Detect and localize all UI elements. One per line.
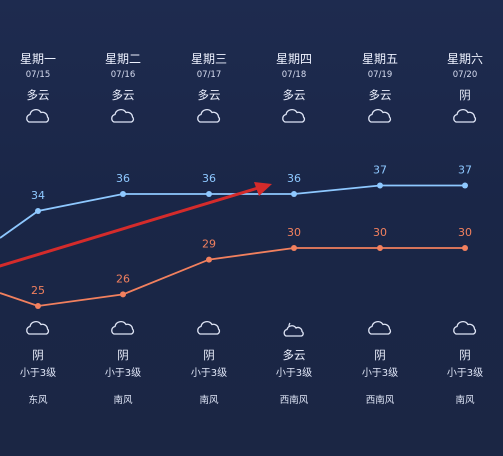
night-icon-row (0, 0, 503, 337)
high-temperature-line (0, 184, 465, 239)
partly-cloudy-night-icon (259, 318, 329, 340)
date-label: 07/19 (367, 70, 393, 80)
night-weather-label: 阴 (32, 348, 44, 362)
cloud-icon (3, 106, 73, 128)
wind-direction-label: 西南风 (279, 395, 309, 406)
wind-direction-label: 东风 (28, 395, 48, 406)
high-temperature-label: 37 (458, 164, 472, 177)
cloud-icon (430, 318, 500, 340)
weekday-row: 星期一 星期二 星期三 星期四 星期五 星期六 (0, 0, 503, 66)
wind-force-label: 小于3级 (446, 368, 484, 379)
weekday-label: 星期六 (446, 52, 483, 66)
date-row: 07/15 07/16 07/17 07/18 07/19 07/20 (0, 0, 503, 80)
day-weather-label: 多云 (111, 88, 135, 102)
wind-force-label: 小于3级 (19, 368, 57, 379)
high-temperature-point (206, 191, 212, 197)
low-temperature-point (377, 245, 383, 251)
wind-force-label: 小于3级 (104, 368, 142, 379)
cloud-icon (174, 318, 244, 340)
cloud-icon (88, 106, 158, 128)
night-weather-label: 阴 (117, 348, 129, 362)
high-temperature-point (377, 182, 383, 189)
weekday-label: 星期三 (190, 52, 227, 66)
high-temperature-label: 36 (202, 172, 216, 185)
wind-force-label: 小于3级 (361, 368, 399, 379)
date-label: 07/15 (25, 70, 51, 80)
night-weather-label: 阴 (203, 348, 215, 362)
weekday-label: 星期四 (275, 52, 312, 66)
high-temperature-label: 34 (31, 189, 45, 202)
low-temperature-point (291, 245, 297, 251)
night-weather-label: 阴 (374, 348, 386, 362)
low-temperature-point (206, 256, 212, 263)
weekday-label: 星期五 (361, 52, 398, 66)
wind-direction-label: 南风 (199, 395, 219, 406)
low-temperature-label: 26 (116, 272, 130, 285)
night-weather-label: 阴 (459, 348, 471, 362)
cloud-icon (259, 106, 329, 128)
day-weather-label: 阴 (459, 88, 471, 102)
high-temperature-point (462, 182, 468, 189)
wind-force-row: 小于3级 小于3级 小于3级 小于3级 小于3级 小于3级 (0, 0, 503, 379)
date-label: 07/16 (110, 70, 136, 80)
day-icon-row (0, 0, 503, 123)
high-temperature-label: 36 (287, 172, 301, 185)
date-label: 07/17 (196, 70, 222, 80)
cloud-icon (3, 318, 73, 340)
weekday-label: 星期一 (19, 52, 56, 66)
date-label: 07/18 (281, 70, 307, 80)
wind-direction-row: 东风 南风 南风 西南风 西南风 南风 (0, 0, 503, 406)
high-temperature-label: 37 (373, 164, 387, 177)
wind-direction-label: 南风 (113, 395, 133, 406)
low-temperature-label: 30 (458, 226, 472, 239)
day-weather-label: 多云 (368, 88, 392, 102)
day-weather-label: 多云 (26, 88, 50, 102)
high-temperature-point (35, 208, 41, 214)
cloud-icon (345, 106, 415, 128)
low-temperature-label: 30 (373, 226, 387, 239)
weekday-label: 星期二 (104, 52, 141, 66)
day-weather-row: 多云 多云 多云 多云 多云 阴 (0, 0, 503, 102)
low-temperature-label: 25 (31, 284, 45, 297)
date-label: 07/20 (452, 70, 478, 80)
wind-force-label: 小于3级 (190, 368, 228, 379)
wind-direction-label: 南风 (455, 395, 475, 406)
high-temperature-label: 36 (116, 172, 130, 185)
high-temperature-point (291, 191, 297, 197)
annotation-arrow (0, 182, 272, 268)
low-temperature-label: 30 (287, 226, 301, 239)
night-weather-row: 阴 阴 阴 多云 阴 阴 (0, 0, 503, 362)
day-weather-label: 多云 (282, 88, 306, 102)
wind-force-label: 小于3级 (275, 368, 313, 379)
low-temperature-line (0, 247, 465, 307)
low-temperature-point (35, 303, 41, 309)
cloud-icon (430, 106, 500, 128)
day-weather-label: 多云 (197, 88, 221, 102)
night-weather-label: 多云 (282, 348, 306, 362)
high-temperature-point (120, 191, 126, 197)
wind-direction-label: 西南风 (365, 395, 395, 406)
cloud-icon (88, 318, 158, 340)
cloud-icon (345, 318, 415, 340)
cloud-icon (174, 106, 244, 128)
low-temperature-label: 29 (202, 238, 216, 251)
low-temperature-point (120, 291, 126, 298)
low-temperature-point (462, 245, 468, 251)
